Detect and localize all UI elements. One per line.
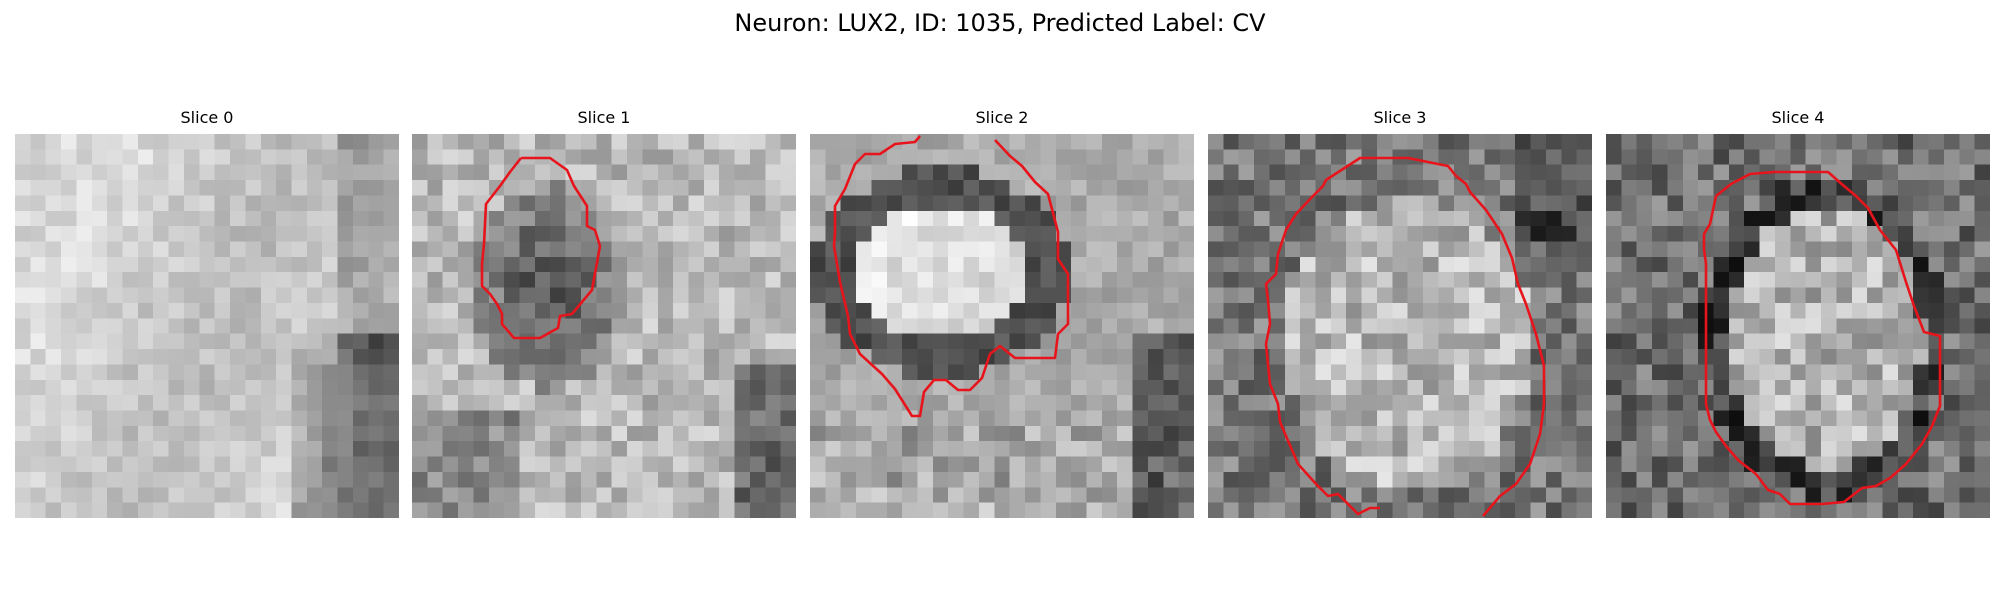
segmentation-contour-2 bbox=[832, 135, 1070, 418]
segmentation-contour-1 bbox=[480, 156, 602, 340]
slice-image-3 bbox=[1208, 134, 1592, 518]
slice-title-0: Slice 0 bbox=[180, 108, 234, 127]
slice-image-1 bbox=[412, 134, 796, 518]
slice-pixels-2 bbox=[810, 134, 1194, 518]
slice-pixels-3 bbox=[1208, 134, 1592, 518]
slice-title-2: Slice 2 bbox=[975, 108, 1029, 127]
slice-panel-1: Slice 1 bbox=[412, 108, 796, 518]
figure-title: Neuron: LUX2, ID: 1035, Predicted Label:… bbox=[734, 9, 1266, 37]
slice-title-4: Slice 4 bbox=[1771, 108, 1825, 127]
slice-panel-2: Slice 2 bbox=[810, 108, 1194, 518]
slice-title-1: Slice 1 bbox=[577, 108, 631, 127]
slice-title-3: Slice 3 bbox=[1373, 108, 1427, 127]
slice-panel-0: Slice 0 bbox=[15, 108, 399, 518]
slice-image-4 bbox=[1606, 134, 1990, 518]
segmentation-contour-4 bbox=[1702, 170, 1942, 506]
slice-panel-3: Slice 3 bbox=[1208, 108, 1592, 518]
slice-pixels-4 bbox=[1606, 134, 1990, 518]
slice-pixels-0 bbox=[15, 134, 399, 518]
segmentation-contour-3 bbox=[1264, 156, 1546, 517]
slice-panel-4: Slice 4 bbox=[1606, 108, 1990, 518]
slice-pixels-1 bbox=[412, 134, 796, 518]
slice-image-2 bbox=[810, 134, 1194, 518]
slice-image-0 bbox=[15, 134, 399, 518]
